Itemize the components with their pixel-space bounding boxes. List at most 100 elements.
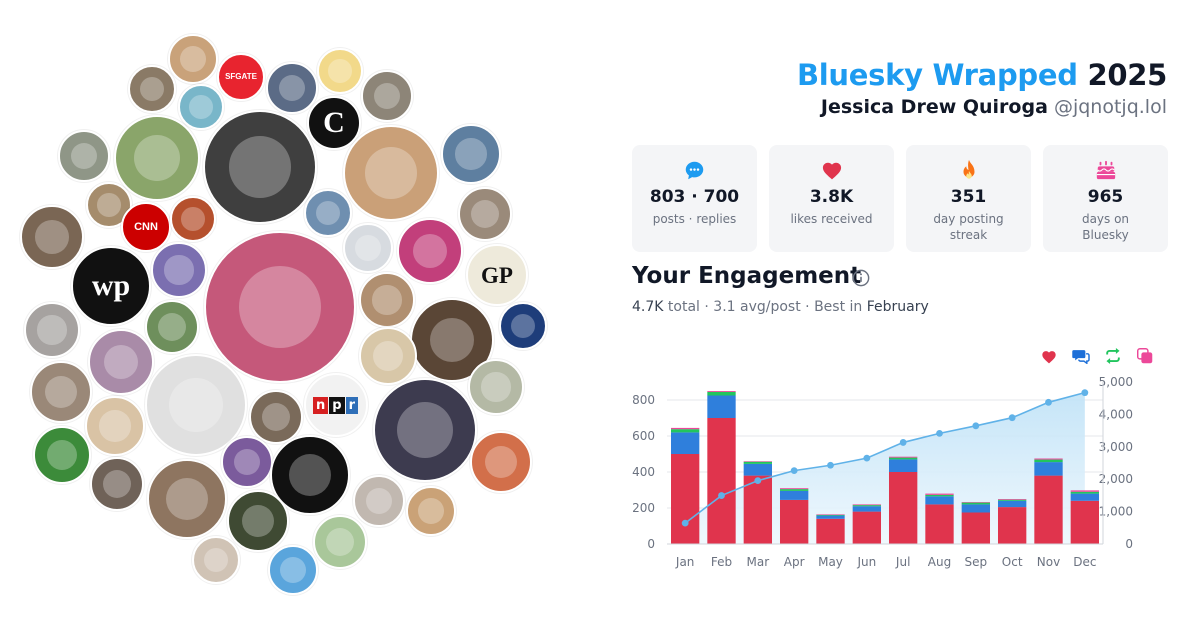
avatar-19[interactable] <box>458 187 512 241</box>
avatar-1[interactable] <box>168 34 218 84</box>
avatar-10[interactable] <box>114 115 200 201</box>
bar-segment-1-jul <box>888 459 918 472</box>
repost-icon[interactable] <box>1104 347 1122 365</box>
avatar-47[interactable] <box>406 486 456 536</box>
person-silhouette-icon <box>262 403 290 431</box>
person-silhouette-icon <box>280 557 306 583</box>
avatar-37[interactable] <box>468 359 524 415</box>
avatar-sfgate[interactable]: SFGATE <box>217 53 265 101</box>
avatar-33[interactable] <box>359 327 417 385</box>
bar-segment-1-sep <box>961 504 991 513</box>
avatar-weather[interactable] <box>178 84 224 130</box>
avatar-12[interactable] <box>343 125 439 221</box>
replies-icon[interactable] <box>1072 347 1090 365</box>
person-silhouette-icon <box>412 233 448 269</box>
cumulative-point-jan <box>681 519 689 527</box>
avatar-42[interactable] <box>221 436 273 488</box>
avatar-20[interactable] <box>343 223 393 273</box>
avatar-24[interactable] <box>151 242 207 298</box>
bar-segment-1-aug <box>925 496 954 505</box>
bar-segment-2-nov <box>1034 459 1063 463</box>
person-silhouette-icon <box>418 498 444 524</box>
avatar-46[interactable] <box>353 475 405 527</box>
avatar-32[interactable] <box>30 361 92 423</box>
avatar-4[interactable] <box>266 62 318 114</box>
avatar-51[interactable] <box>268 545 318 595</box>
avatar-6[interactable] <box>361 70 413 122</box>
engagement-best-month: February <box>866 299 929 315</box>
cumulative-point-apr <box>790 467 798 475</box>
bar-segment-2-feb <box>707 391 736 396</box>
avatar-16[interactable] <box>170 196 216 242</box>
avatar-30[interactable] <box>499 302 547 350</box>
bar-segment-2-mar <box>743 461 773 464</box>
bar-segment-2-may <box>816 514 845 516</box>
avatar-gp[interactable]: GP <box>466 244 528 306</box>
avatar-43[interactable] <box>270 435 350 515</box>
x-tick-label: Mar <box>747 555 770 569</box>
person-silhouette-icon <box>365 147 417 199</box>
stat-card-likes: 3.8K likes received <box>769 145 894 252</box>
person-silhouette-icon <box>455 138 487 170</box>
bar-segment-2-oct <box>997 499 1027 501</box>
profile-line: Jessica Drew Quiroga @jqnotjq.lol <box>821 96 1167 118</box>
heart-icon[interactable] <box>1040 347 1058 365</box>
cumulative-point-jul <box>899 439 907 446</box>
avatar-45[interactable] <box>147 459 227 539</box>
avatar-48[interactable] <box>227 490 289 552</box>
bar-segment-3-jan <box>670 427 700 430</box>
avatar-cnn[interactable]: CNN <box>121 202 171 252</box>
bar-segment-3-mar <box>743 461 773 462</box>
stat-value: 3.8K <box>809 187 854 207</box>
avatar-5[interactable] <box>317 48 363 94</box>
engagement-title: Your Engagement <box>632 263 862 289</box>
avatar-28[interactable] <box>24 302 80 358</box>
avatar-34[interactable] <box>145 354 247 456</box>
avatar-39[interactable] <box>85 396 145 456</box>
avatar-11[interactable] <box>203 110 317 224</box>
bar-segment-0-mar <box>743 475 773 544</box>
avatar-wp[interactable]: wp <box>71 246 151 326</box>
avatar-27[interactable] <box>204 231 356 383</box>
avatar-49[interactable] <box>313 515 367 569</box>
avatar-13[interactable] <box>441 124 501 184</box>
avatar-26[interactable] <box>145 300 199 354</box>
avatar-40[interactable] <box>33 426 91 484</box>
avatar-cnn-label: CNN <box>134 220 158 233</box>
avatar-3[interactable] <box>128 65 176 113</box>
cumulative-point-feb <box>718 492 725 499</box>
quote-icon[interactable] <box>1136 347 1154 365</box>
info-icon[interactable] <box>852 269 870 291</box>
bar-segment-3-aug <box>925 493 954 495</box>
y-tick-label-right: 1,000 <box>1099 505 1133 519</box>
bar-segment-3-oct <box>997 499 1027 500</box>
avatar-c-logo[interactable]: C <box>307 96 361 150</box>
x-tick-label: Dec <box>1073 555 1096 569</box>
bar-segment-0-aug <box>925 504 954 544</box>
avatar-44[interactable] <box>90 457 144 511</box>
avatar-gp-label: GP <box>481 262 513 288</box>
person-silhouette-icon <box>99 410 131 442</box>
avatar-9[interactable] <box>58 130 110 182</box>
avatar-41[interactable] <box>470 431 532 493</box>
avatar-36[interactable] <box>373 378 477 482</box>
avatar-17[interactable] <box>20 205 84 269</box>
profile-handle[interactable]: @jqnotjq.lol <box>1053 96 1167 118</box>
avatar-50[interactable] <box>192 536 240 584</box>
avatar-38[interactable] <box>249 390 303 444</box>
y-tick-label-right: 3,000 <box>1099 440 1133 454</box>
avatar-18[interactable] <box>304 189 352 237</box>
avatar-c-logo-label: C <box>323 106 345 139</box>
person-silhouette-icon <box>46 439 78 471</box>
avatar-25[interactable] <box>359 272 415 328</box>
bar-segment-2-jul <box>888 457 918 460</box>
chart-legend <box>1040 347 1154 365</box>
cumulative-line <box>684 391 1086 524</box>
person-silhouette-icon <box>103 344 139 380</box>
bar-segment-1-apr <box>779 490 809 500</box>
person-silhouette-icon <box>181 207 205 231</box>
stat-label: posts · replies <box>652 212 737 226</box>
avatar-21[interactable] <box>397 218 463 284</box>
avatar-31[interactable] <box>88 329 154 395</box>
